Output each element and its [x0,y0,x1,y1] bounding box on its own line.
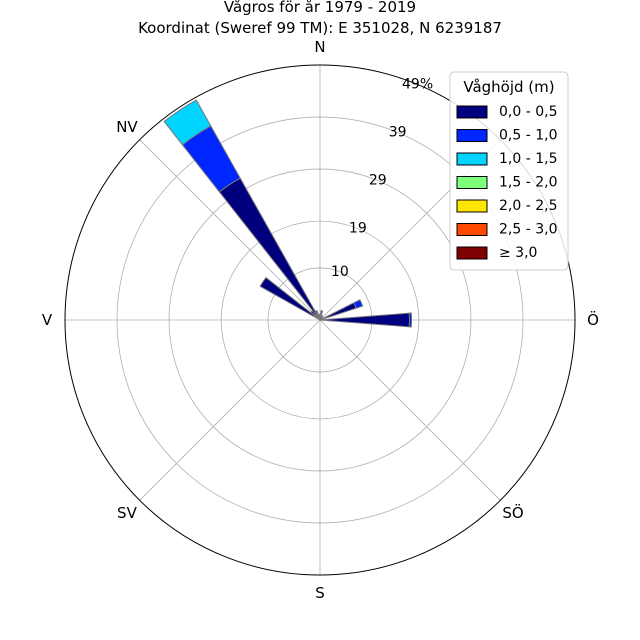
bar-10-segment-1 [314,309,319,315]
radial-tick-label-2: 29 [369,173,387,189]
bar-7-segment-1 [408,312,413,328]
legend-swatch-1 [456,129,488,142]
bar-11-segment-1 [317,313,321,317]
legend-swatch-3 [456,176,488,189]
chart-subtitle: Koordinat (Sweref 99 TM): E 351028, N 62… [138,19,502,37]
bar-1-segment-1 [320,310,324,316]
legend-label-0: 0,0 - 0,5 [499,104,557,120]
bar-9-segment-0 [218,177,321,321]
direction-label-S: S [315,584,325,602]
radial-tick-label-0: 10 [331,264,349,280]
grid-spoke-7 [139,139,321,321]
bar-3-segment-1 [320,315,324,319]
direction-label-Ö: Ö [587,310,599,329]
legend-title: Våghöjd (m) [463,78,554,96]
legend-swatch-4 [456,199,488,213]
radial-tick-labels: 10 19 29 39 49% [331,76,433,280]
grid-spoke-5 [139,319,321,501]
rose-bars [163,99,413,328]
direction-label-SV: SV [117,504,138,522]
outer-ring [64,64,576,576]
legend-label-6: ≥ 3,0 [499,245,537,261]
polar-grid [64,64,576,576]
legend-label-2: 1,0 - 1,5 [499,151,557,167]
bar-13-segment-0 [259,276,321,321]
direction-label-N: N [314,38,325,56]
legend-swatch-6 [456,246,488,260]
direction-label-V: V [42,311,53,329]
legend-frame [449,71,569,271]
radial-tick-label-3: 39 [389,124,407,140]
bar-9-segment-2 [163,99,212,146]
legend-swatch-5 [456,223,488,236]
chart-title: Vågros för år 1979 - 2019 [224,0,416,16]
bar-5-segment-1 [353,299,364,309]
legend-label-1: 0,5 - 1,0 [499,128,557,144]
legend-swatch-0 [456,105,488,119]
radial-tick-label-4: 49% [402,76,433,92]
direction-labels: N Ö SÖ S SV V NV [42,38,599,602]
legend: Våghöjd (m) 0,0 - 0,5 0,5 - 1,0 1,0 - 1,5 1… [449,71,569,271]
direction-label-NV: NV [116,118,138,136]
grid-spoke-3 [319,319,501,501]
legend-label-5: 2,5 - 3,0 [499,222,557,238]
direction-label-SÖ: SÖ [502,503,523,522]
legend-items: 0,0 - 0,5 0,5 - 1,0 1,0 - 1,5 1,5 - 2,0 2,0 … [456,104,557,261]
radial-tick-label-1: 19 [349,221,367,237]
legend-label-4: 2,0 - 2,5 [499,198,557,214]
legend-label-3: 1,5 - 2,0 [499,175,557,191]
legend-swatch-2 [456,152,488,166]
